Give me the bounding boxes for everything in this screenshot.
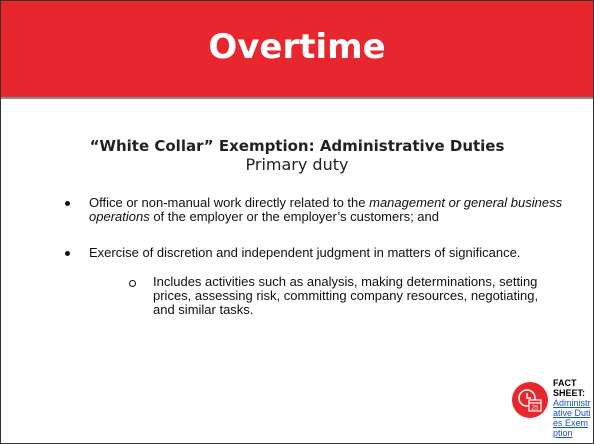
section-heading: “White Collar” Exemption: Administrative… <box>89 137 505 155</box>
emphasis: management or general business operation… <box>89 195 563 224</box>
sub-bullet-marker <box>129 280 136 287</box>
icon-day: 25 <box>532 406 539 412</box>
bullet-text: Office or non-manual work directly relat… <box>89 196 564 224</box>
fact-sheet: FACT SHEET: Administrative Duties Exempt… <box>553 378 593 438</box>
slide-title: Overtime <box>208 27 386 67</box>
bullet-marker <box>65 251 70 256</box>
fact-sheet-icon: 25 <box>512 382 548 418</box>
section-subtitle: Primary duty <box>245 155 349 174</box>
bullet-text: Exercise of discretion and independent j… <box>89 245 521 260</box>
fact-sheet-link[interactable]: Administrative Duties Exemption <box>553 398 591 438</box>
fact-sheet-label: FACT SHEET: <box>553 378 586 398</box>
sub-bullet-text: Includes activities such as analysis, ma… <box>153 274 539 317</box>
text: of the employer or the employer’s custom… <box>149 209 439 224</box>
header-band: Overtime <box>1 1 593 99</box>
bullet-marker <box>65 201 70 206</box>
text: Office or non-manual work directly relat… <box>89 195 370 210</box>
